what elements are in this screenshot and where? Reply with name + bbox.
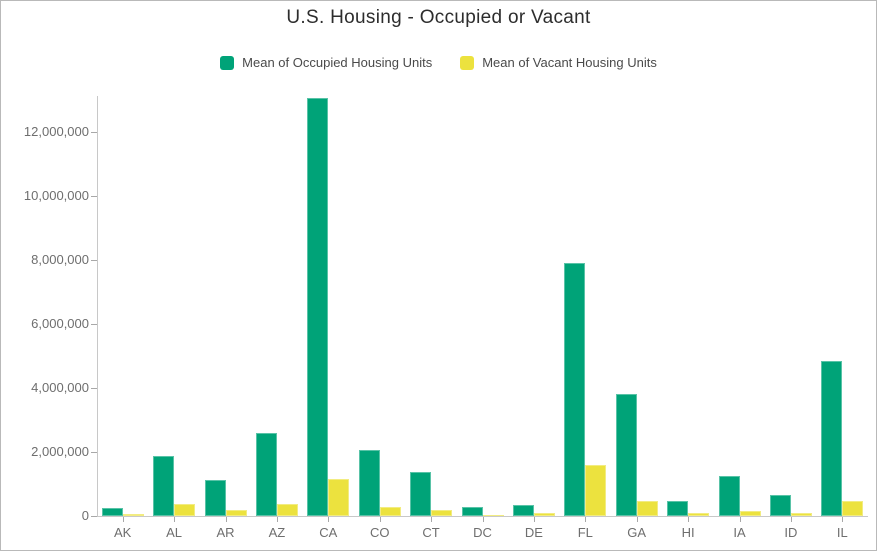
x-tick-IL [842,517,844,522]
bar-vacant-AK[interactable] [122,514,144,516]
y-tick-2000000 [91,452,97,453]
x-axis-line [97,516,868,517]
bar-vacant-GA[interactable] [636,501,658,516]
bar-vacant-HI[interactable] [688,513,710,516]
bar-vacant-AL[interactable] [174,504,196,516]
legend: Mean of Occupied Housing Units Mean of V… [1,55,876,70]
vacant-swatch-icon [460,55,475,70]
x-tick-ID [790,517,792,522]
bar-vacant-DC[interactable] [482,515,504,516]
x-tick-FL [585,517,587,522]
x-tick-GA [636,517,638,522]
y-axis-line [97,96,98,516]
bar-occupied-FL[interactable] [564,263,586,516]
bar-vacant-IA[interactable] [739,511,761,516]
bar-occupied-AR[interactable] [204,480,226,516]
occupied-swatch-icon [220,55,235,70]
y-tick-4000000 [91,388,97,389]
x-label-DC: DC [473,525,492,540]
legend-label-occupied: Mean of Occupied Housing Units [242,55,433,70]
y-tick-0 [91,516,97,517]
bar-occupied-GA[interactable] [615,394,637,516]
bar-occupied-CT[interactable] [410,472,432,516]
bar-occupied-CO[interactable] [358,450,380,516]
x-tick-IA [739,517,741,522]
x-tick-AL [174,517,176,522]
x-label-FL: FL [577,525,593,540]
bar-vacant-ID[interactable] [790,513,812,516]
bar-vacant-DE[interactable] [533,513,555,516]
x-tick-AZ [276,517,278,522]
bar-occupied-DE[interactable] [512,505,534,516]
x-label-CO: CO [369,525,390,540]
y-label-10000000: 10,000,000 [23,188,89,203]
x-tick-DE [533,517,535,522]
y-label-6000000: 6,000,000 [31,316,89,331]
x-label-AL: AL [166,525,183,540]
bar-occupied-IA[interactable] [718,476,740,516]
y-label-0: 0 [81,508,89,523]
bar-occupied-ID[interactable] [769,495,791,516]
x-label-AK: AK [114,525,132,540]
bar-vacant-CA[interactable] [328,479,350,516]
x-label-CA: CA [319,525,338,540]
bar-occupied-AL[interactable] [153,456,175,516]
bar-vacant-AR[interactable] [225,510,247,516]
bar-occupied-IL[interactable] [821,361,843,516]
bar-occupied-AK[interactable] [101,508,123,516]
y-tick-8000000 [91,260,97,261]
bar-occupied-DC[interactable] [461,507,483,516]
bar-occupied-HI[interactable] [667,501,689,516]
legend-item-occupied[interactable]: Mean of Occupied Housing Units [220,55,432,70]
bar-vacant-IL[interactable] [842,501,864,516]
x-tick-HI [688,517,690,522]
x-tick-AR [225,517,227,522]
y-tick-12000000 [91,132,97,133]
x-label-ID: ID [784,525,798,540]
plot-area [97,96,868,516]
chart-title: U.S. Housing - Occupied or Vacant [286,7,591,28]
y-label-2000000: 2,000,000 [31,444,89,459]
bar-vacant-AZ[interactable] [276,504,298,516]
bar-vacant-CO[interactable] [379,507,401,516]
x-tick-AK [122,517,124,522]
y-label-8000000: 8,000,000 [31,252,89,267]
x-label-HI: HI [681,525,695,540]
y-label-12000000: 12,000,000 [23,124,89,139]
bar-vacant-CT[interactable] [431,510,453,516]
x-label-IL: IL [836,525,848,540]
legend-label-vacant: Mean of Vacant Housing Units [482,55,657,70]
x-label-GA: GA [627,525,647,540]
x-label-CT: CT [422,525,440,540]
x-tick-CA [328,517,330,522]
x-tick-DC [482,517,484,522]
x-label-AR: AR [216,525,235,540]
bar-occupied-CA[interactable] [307,98,329,516]
legend-item-vacant[interactable]: Mean of Vacant Housing Units [460,55,657,70]
x-tick-CO [379,517,381,522]
y-label-4000000: 4,000,000 [31,380,89,395]
bar-occupied-AZ[interactable] [255,433,277,516]
x-tick-CT [431,517,433,522]
y-tick-6000000 [91,324,97,325]
y-tick-10000000 [91,196,97,197]
x-label-DE: DE [524,525,543,540]
x-label-IA: IA [733,525,746,540]
x-label-AZ: AZ [268,525,286,540]
bar-vacant-FL[interactable] [585,465,607,516]
